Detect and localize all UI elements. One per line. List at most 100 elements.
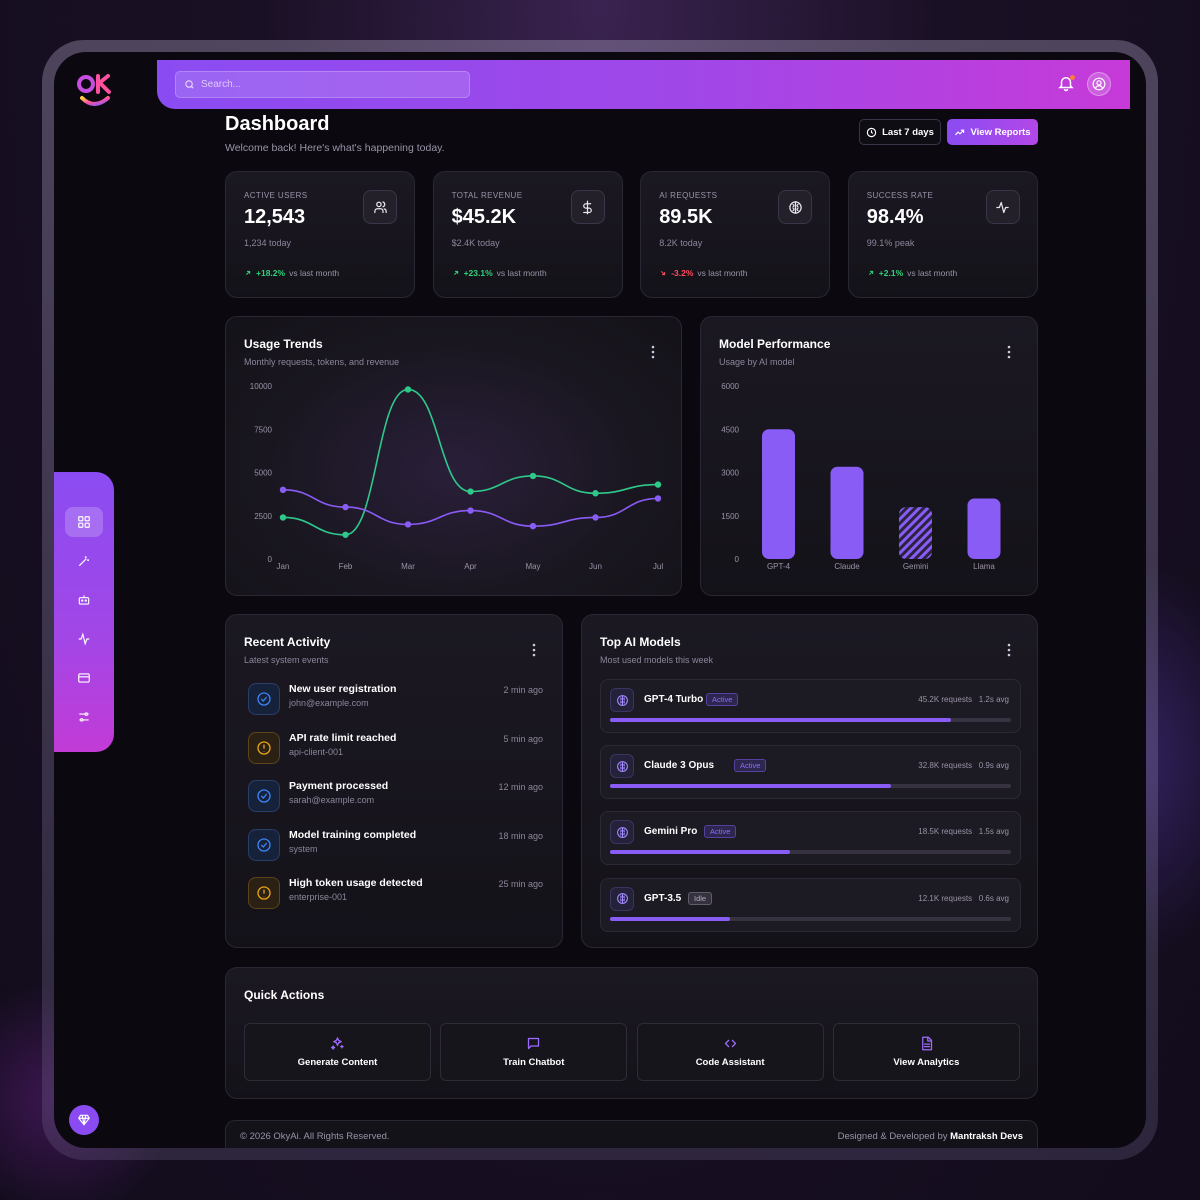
diamond-icon bbox=[78, 1114, 90, 1126]
data-point[interactable] bbox=[592, 514, 599, 521]
sidebar-item-dashboard[interactable] bbox=[65, 507, 103, 537]
model-item[interactable]: GPT-4 Turbo Active 45.2K requests 1.2s avg bbox=[600, 679, 1021, 733]
kebab-menu-icon[interactable] bbox=[1007, 643, 1011, 657]
app-screen: OK bbox=[54, 52, 1146, 1148]
activity-item[interactable]: Model training completed system 18 min ago bbox=[248, 826, 543, 864]
bar[interactable] bbox=[762, 429, 795, 559]
stat-label: ACTIVE USERS bbox=[244, 191, 308, 200]
view-reports-button[interactable]: View Reports bbox=[947, 119, 1038, 145]
data-point[interactable] bbox=[404, 521, 412, 528]
data-point[interactable] bbox=[467, 488, 474, 495]
kebab-menu-icon[interactable] bbox=[1007, 345, 1011, 359]
model-name: Gemini Pro bbox=[644, 826, 698, 838]
stat-value: 98.4% bbox=[866, 206, 924, 228]
stat-subtext: $2.4K today bbox=[451, 238, 500, 248]
sidebar-item-chatbot[interactable] bbox=[65, 585, 103, 615]
magic-wand-icon bbox=[78, 556, 89, 567]
activity-item[interactable]: New user registration john@example.com 2 m… bbox=[248, 680, 543, 718]
footer-credit-prefix: Designed & Developed by bbox=[837, 1131, 948, 1142]
y-tick-label: 3000 bbox=[721, 469, 739, 478]
data-point[interactable] bbox=[654, 495, 662, 502]
stat-trend: +23.1% vs last month bbox=[452, 268, 547, 278]
bar[interactable] bbox=[899, 507, 932, 559]
top-models-subtitle: Most used models this week bbox=[600, 655, 714, 665]
search-box[interactable] bbox=[175, 71, 470, 98]
footer: © 2026 OkyAi. All Rights Reserved. Desig… bbox=[225, 1120, 1038, 1148]
data-point[interactable] bbox=[342, 503, 349, 511]
date-range-button[interactable]: Last 7 days bbox=[859, 119, 941, 145]
user-avatar-button[interactable] bbox=[1087, 72, 1111, 96]
arrow-up-right-icon bbox=[245, 270, 251, 276]
stat-subtext: 8.2K today bbox=[659, 238, 703, 248]
upgrade-button[interactable] bbox=[69, 1105, 99, 1135]
sidebar-item-generate[interactable] bbox=[65, 546, 103, 576]
sidebar-item-billing[interactable] bbox=[65, 663, 103, 693]
activity-item[interactable]: High token usage detected enterprise-001 2… bbox=[248, 874, 543, 912]
quick-action-generate-content[interactable]: Generate Content bbox=[244, 1023, 431, 1081]
footer-credit-name[interactable]: Mantraksh Devs bbox=[950, 1131, 1023, 1142]
data-point[interactable] bbox=[592, 490, 599, 497]
model-performance-subtitle: Usage by AI model bbox=[719, 357, 795, 367]
kebab-menu-icon[interactable] bbox=[532, 643, 536, 657]
y-tick-label: 0 bbox=[735, 555, 740, 564]
model-avg-time: 0.6s avg bbox=[978, 893, 1009, 903]
activity-item[interactable]: API rate limit reached api-client-001 5 mi… bbox=[248, 729, 543, 767]
data-point[interactable] bbox=[529, 522, 537, 530]
model-status-badge: Active bbox=[704, 825, 737, 839]
data-point[interactable] bbox=[404, 386, 412, 393]
check-circle-icon bbox=[257, 837, 271, 852]
stat-trend-value: +2.1% bbox=[878, 268, 904, 278]
activity-detail: enterprise-001 bbox=[289, 892, 348, 902]
activity-time: 25 min ago bbox=[498, 879, 543, 889]
y-tick-label: 5000 bbox=[254, 469, 272, 478]
top-bar bbox=[157, 60, 1130, 109]
stat-trend: +18.2% vs last month bbox=[244, 268, 339, 278]
model-item[interactable]: Gemini Pro Active 18.5K requests 1.5s avg bbox=[600, 811, 1021, 866]
logo[interactable]: OK bbox=[76, 70, 118, 112]
x-tick-label: Jan bbox=[277, 562, 290, 571]
model-meta: 32.8K requests 0.9s avg bbox=[918, 761, 1009, 770]
bell-icon bbox=[1058, 77, 1074, 92]
sliders-icon bbox=[79, 712, 89, 722]
activity-title: New user registration bbox=[289, 683, 397, 695]
page-title: Dashboard bbox=[225, 113, 330, 135]
model-name: GPT-3.5 bbox=[644, 892, 682, 904]
data-point[interactable] bbox=[279, 514, 287, 521]
data-point[interactable] bbox=[467, 507, 474, 514]
stat-icon-box bbox=[985, 190, 1020, 224]
sidebar-item-settings[interactable] bbox=[65, 702, 103, 732]
notifications-button[interactable] bbox=[1057, 74, 1077, 94]
model-avg-time: 1.2s avg bbox=[978, 695, 1009, 704]
brain-icon bbox=[616, 694, 628, 706]
model-meta: 12.1K requests 0.6s avg bbox=[918, 894, 1009, 903]
model-avg-time: 1.5s avg bbox=[978, 827, 1009, 837]
search-input[interactable] bbox=[201, 79, 451, 90]
model-requests: 12.1K requests bbox=[918, 893, 973, 903]
quick-action-view-analytics[interactable]: View Analytics bbox=[832, 1023, 1020, 1081]
quick-action-code-assistant[interactable]: Code Assistant bbox=[636, 1023, 824, 1081]
model-usage-track bbox=[610, 916, 1011, 921]
model-item[interactable]: GPT-3.5 Idle 12.1K requests 0.6s avg bbox=[600, 877, 1021, 932]
data-point[interactable] bbox=[342, 531, 349, 538]
model-name: Claude 3 Opus bbox=[644, 760, 715, 772]
data-point[interactable] bbox=[279, 486, 287, 493]
quick-action-train-chatbot[interactable]: Train Chatbot bbox=[440, 1023, 628, 1081]
data-point[interactable] bbox=[529, 472, 537, 480]
alert-circle-icon bbox=[257, 886, 271, 900]
model-usage-fill bbox=[610, 718, 951, 722]
model-item[interactable]: Claude 3 Opus Active 32.8K requests 0.9s a… bbox=[600, 745, 1021, 800]
bar[interactable] bbox=[830, 466, 864, 559]
y-tick-label: 10000 bbox=[250, 382, 273, 391]
model-performance-card: Model Performance Usage by AI model 0 150… bbox=[700, 316, 1038, 596]
model-status-badge: Active bbox=[734, 759, 767, 773]
stat-label: TOTAL REVENUE bbox=[451, 191, 523, 200]
model-icon-box bbox=[610, 688, 634, 712]
kebab-menu-icon[interactable] bbox=[651, 345, 655, 359]
data-point[interactable] bbox=[654, 481, 662, 488]
bar[interactable] bbox=[967, 498, 1001, 559]
brain-icon bbox=[616, 826, 628, 838]
activity-item[interactable]: Payment processed sarah@example.com 12 min… bbox=[248, 777, 543, 815]
recent-activity-title: Recent Activity bbox=[244, 635, 331, 649]
sidebar-item-activity[interactable] bbox=[65, 624, 103, 654]
model-requests: 32.8K requests bbox=[918, 761, 973, 771]
